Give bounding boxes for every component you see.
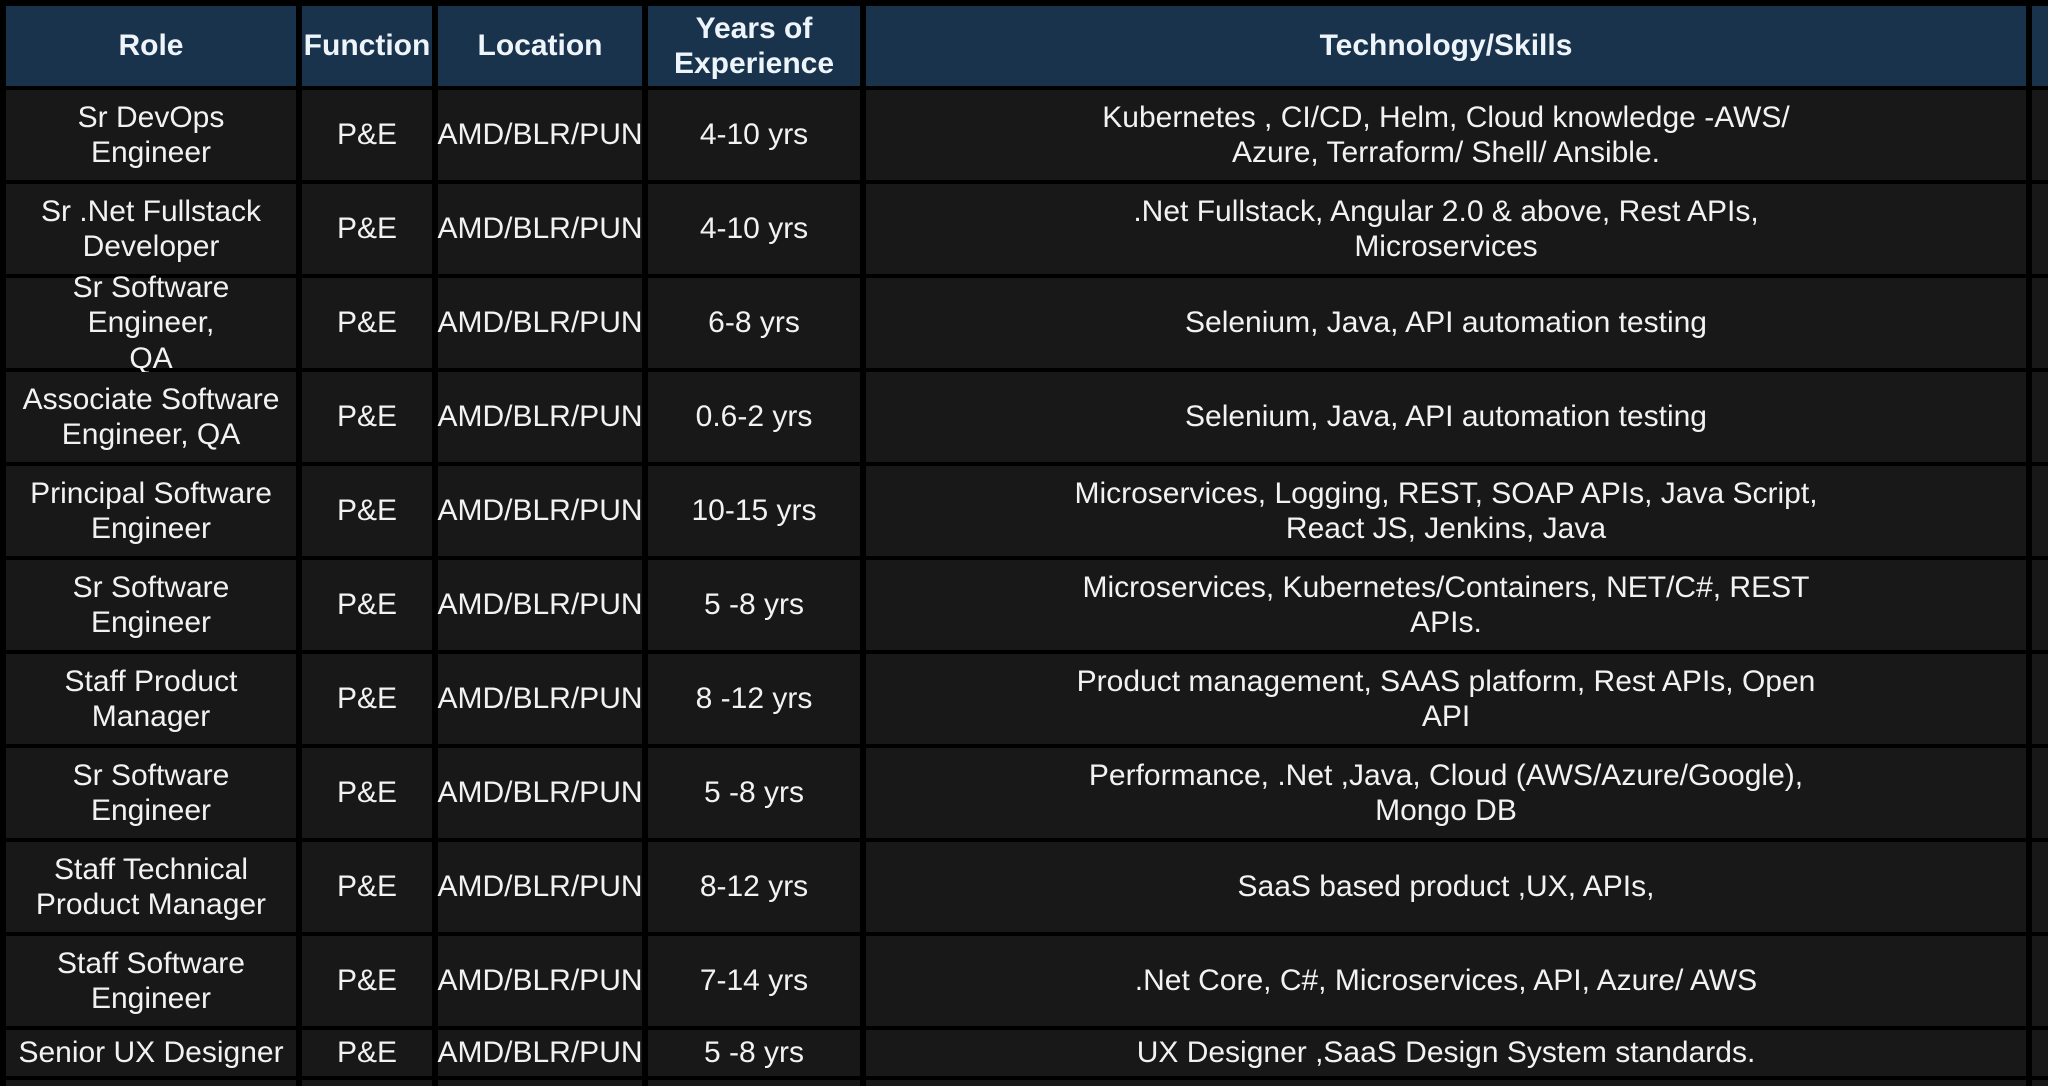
row-10-cell-skills: .Net Core, C#, Microservices, API, Azure… <box>866 936 2026 1026</box>
row-2-cell-extra <box>2032 184 2048 274</box>
row-1-cell-role: Sr DevOps Engineer <box>6 90 296 180</box>
row-3-cell-experience: 6-8 yrs <box>648 278 860 368</box>
row-7-cell-location: AMD/BLR/PUN <box>437 654 643 744</box>
row-11-cell-skills: UX Designer ,SaaS Design System standard… <box>866 1030 2026 1076</box>
row-5-cell-location: AMD/BLR/PUN <box>437 466 643 556</box>
row-2-cell-experience: 4-10 yrs <box>648 184 860 274</box>
row-6-cell-function: P&E <box>302 560 432 650</box>
header-cell-function: Function <box>302 6 432 86</box>
row-9-cell-location: AMD/BLR/PUN <box>437 842 643 932</box>
row-1-cell-experience: 4-10 yrs <box>648 90 860 180</box>
row-4-cell-extra <box>2032 372 2048 462</box>
row-4-cell-role: Associate Software Engineer, QA <box>6 372 296 462</box>
row-11-cell-role: Senior UX Designer <box>6 1030 296 1076</box>
row-5-cell-extra <box>2032 466 2048 556</box>
row-1-cell-location: AMD/BLR/PUN <box>437 90 643 180</box>
row-5-cell-skills: Microservices, Logging, REST, SOAP APIs,… <box>866 466 2026 556</box>
row-11-cell-function: P&E <box>302 1030 432 1076</box>
row-1-cell-skills: Kubernetes , CI/CD, Helm, Cloud knowledg… <box>866 90 2026 180</box>
row-3-cell-function: P&E <box>302 278 432 368</box>
row-3-cell-extra <box>2032 278 2048 368</box>
partial-row-cell-location <box>438 1080 642 1086</box>
row-3-cell-location: AMD/BLR/PUN <box>437 278 643 368</box>
row-6-cell-experience: 5 -8 yrs <box>648 560 860 650</box>
row-2-cell-skills: .Net Fullstack, Angular 2.0 & above, Res… <box>866 184 2026 274</box>
row-10-cell-role: Staff Software Engineer <box>6 936 296 1026</box>
row-7-cell-experience: 8 -12 yrs <box>648 654 860 744</box>
row-4-cell-experience: 0.6-2 yrs <box>648 372 860 462</box>
header-cell-cutoff <box>2032 6 2048 86</box>
row-5-cell-function: P&E <box>302 466 432 556</box>
row-2-cell-function: P&E <box>302 184 432 274</box>
row-6-cell-skills: Microservices, Kubernetes/Containers, NE… <box>866 560 2026 650</box>
row-7-cell-skills: Product management, SAAS platform, Rest … <box>866 654 2026 744</box>
row-6-cell-role: Sr Software Engineer <box>6 560 296 650</box>
partial-row-cell-function <box>302 1080 432 1086</box>
row-11-cell-experience: 5 -8 yrs <box>648 1030 860 1076</box>
row-8-cell-experience: 5 -8 yrs <box>648 748 860 838</box>
row-5-cell-experience: 10-15 yrs <box>648 466 860 556</box>
row-10-cell-location: AMD/BLR/PUN <box>437 936 643 1026</box>
row-9-cell-role: Staff Technical Product Manager <box>6 842 296 932</box>
row-9-cell-skills: SaaS based product ,UX, APIs, <box>866 842 2026 932</box>
row-8-cell-role: Sr Software Engineer <box>6 748 296 838</box>
row-4-cell-function: P&E <box>302 372 432 462</box>
row-6-cell-location: AMD/BLR/PUN <box>437 560 643 650</box>
row-1-cell-function: P&E <box>302 90 432 180</box>
row-9-cell-function: P&E <box>302 842 432 932</box>
row-11-cell-location: AMD/BLR/PUN <box>437 1030 643 1076</box>
row-7-cell-extra <box>2032 654 2048 744</box>
header-cell-skills: Technology/Skills <box>866 6 2026 86</box>
partial-row-cell-extra <box>2032 1080 2048 1086</box>
row-10-cell-function: P&E <box>302 936 432 1026</box>
row-6-cell-extra <box>2032 560 2048 650</box>
row-5-cell-role: Principal Software Engineer <box>6 466 296 556</box>
row-10-cell-extra <box>2032 936 2048 1026</box>
row-9-cell-experience: 8-12 yrs <box>648 842 860 932</box>
row-8-cell-extra <box>2032 748 2048 838</box>
row-8-cell-location: AMD/BLR/PUN <box>437 748 643 838</box>
partial-row-cell-experience <box>648 1080 860 1086</box>
row-11-cell-extra <box>2032 1030 2048 1076</box>
row-7-cell-function: P&E <box>302 654 432 744</box>
row-2-cell-role: Sr .Net Fullstack Developer <box>6 184 296 274</box>
row-1-cell-extra <box>2032 90 2048 180</box>
header-cell-role: Role <box>6 6 296 86</box>
row-10-cell-experience: 7-14 yrs <box>648 936 860 1026</box>
row-3-cell-role: Sr Software Engineer, QA <box>6 271 296 375</box>
row-4-cell-location: AMD/BLR/PUN <box>437 372 643 462</box>
header-cell-location: Location <box>438 6 642 86</box>
row-2-cell-location: AMD/BLR/PUN <box>437 184 643 274</box>
partial-row-cell-role <box>6 1080 296 1086</box>
row-3-cell-skills: Selenium, Java, API automation testing <box>866 278 2026 368</box>
partial-row-cell-skills <box>866 1080 2026 1086</box>
row-7-cell-role: Staff Product Manager <box>6 654 296 744</box>
row-8-cell-skills: Performance, .Net ,Java, Cloud (AWS/Azur… <box>866 748 2026 838</box>
header-cell-experience: Years of Experience <box>648 6 860 86</box>
row-8-cell-function: P&E <box>302 748 432 838</box>
row-4-cell-skills: Selenium, Java, API automation testing <box>866 372 2026 462</box>
row-9-cell-extra <box>2032 842 2048 932</box>
